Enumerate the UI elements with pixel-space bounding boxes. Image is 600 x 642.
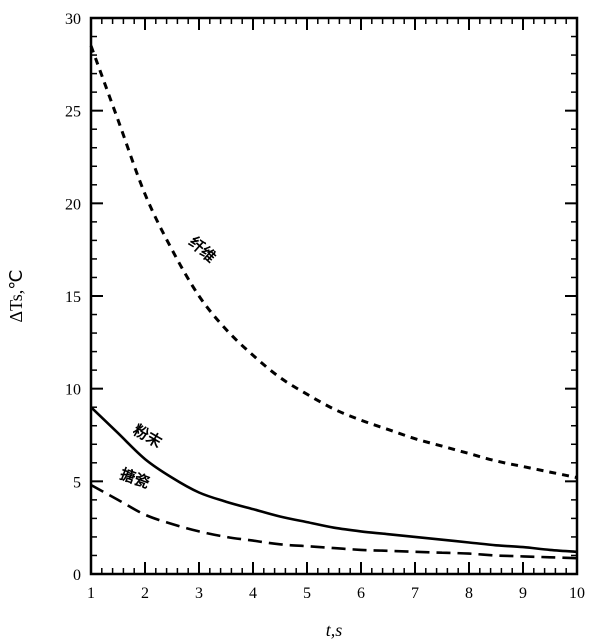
series-label-fiber: 纤维 bbox=[185, 233, 219, 266]
x-tick-label: 1 bbox=[87, 585, 95, 602]
x-axis-title: t,s bbox=[326, 620, 343, 640]
y-axis-title: ΔTs,℃ bbox=[6, 269, 26, 322]
x-tick-label: 2 bbox=[141, 585, 149, 602]
x-tick-label: 3 bbox=[195, 585, 203, 602]
x-tick-label: 8 bbox=[465, 585, 473, 602]
x-tick-label: 9 bbox=[519, 585, 527, 602]
x-tick-label: 7 bbox=[411, 585, 419, 602]
y-tick-label: 15 bbox=[65, 289, 81, 306]
series-label-powder: 粉末 bbox=[130, 421, 166, 452]
x-tick-label: 4 bbox=[249, 585, 257, 602]
y-tick-label: 5 bbox=[73, 474, 81, 491]
y-tick-label: 0 bbox=[73, 567, 81, 584]
series-line-enamel bbox=[90, 483, 578, 560]
x-tick-label: 6 bbox=[357, 585, 365, 602]
y-tick-label: 20 bbox=[65, 196, 81, 213]
ticks-layer: 1 2 3 4 5 6 7 8 9 10 0 5 10 15 20 25 30 bbox=[65, 11, 585, 602]
y-tick-label: 30 bbox=[65, 11, 81, 28]
x-tick-label: 5 bbox=[303, 585, 311, 602]
series-line-powder bbox=[90, 406, 578, 554]
plot-border bbox=[89, 16, 579, 576]
y-tick-label: 25 bbox=[65, 104, 81, 121]
x-tick-label: 10 bbox=[569, 585, 585, 602]
lines-layer bbox=[89, 45, 578, 560]
plot-frame bbox=[89, 16, 579, 576]
series-label-enamel: 搪瓷 bbox=[118, 465, 152, 492]
series-line-fiber bbox=[89, 45, 578, 480]
y-tick-label: 10 bbox=[65, 382, 81, 399]
